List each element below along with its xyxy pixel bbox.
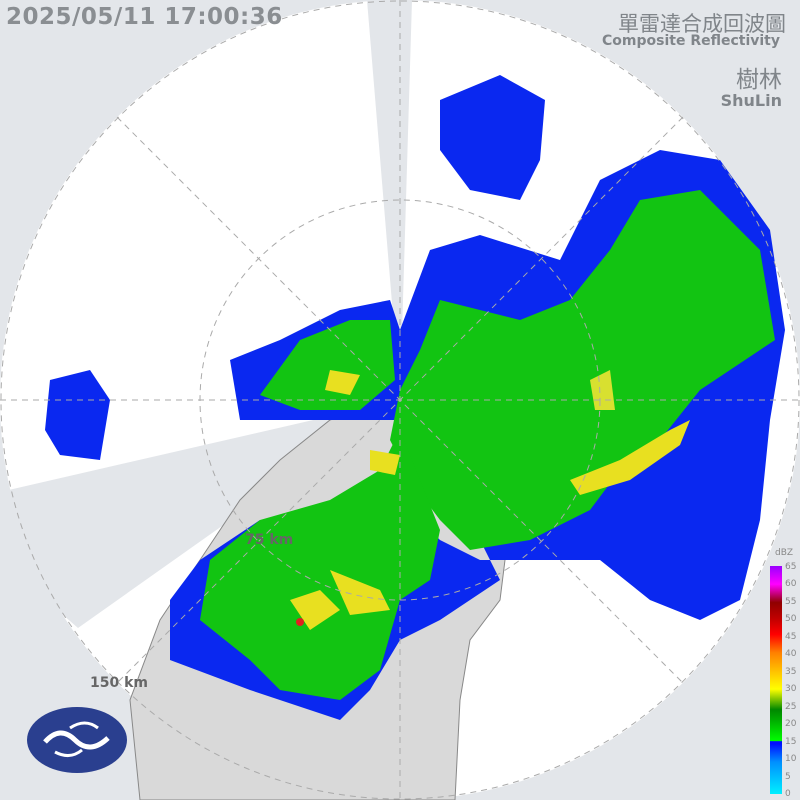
legend-tick: 65 bbox=[785, 562, 797, 572]
legend-tick: 15 bbox=[785, 737, 797, 747]
cwa-logo bbox=[27, 707, 127, 773]
legend-tick: 5 bbox=[785, 772, 791, 782]
blocked-sector-north bbox=[367, 0, 412, 400]
echo-green-southwest bbox=[200, 430, 440, 700]
ring-label-150km: 150 km bbox=[90, 675, 148, 691]
spoke-ne-sw bbox=[116, 116, 684, 684]
timestamp: 2025/05/11 17:00:36 bbox=[6, 4, 283, 30]
echo-yellow-4 bbox=[370, 450, 400, 475]
legend-tick: 60 bbox=[785, 579, 797, 589]
dbz-legend: dBZ 65 60 55 50 45 40 35 30 25 20 15 10 … bbox=[768, 548, 800, 800]
legend-tick: 50 bbox=[785, 614, 797, 624]
echo-red-core bbox=[296, 618, 304, 626]
echo-green-northwest bbox=[260, 320, 395, 410]
station-name-chinese: 樹林 bbox=[736, 67, 782, 93]
echo-yellow-1 bbox=[570, 420, 690, 495]
legend-tick: 35 bbox=[785, 667, 797, 677]
legend-color-bar bbox=[770, 566, 782, 794]
echo-yellow-5 bbox=[325, 370, 360, 395]
legend-tick: 20 bbox=[785, 719, 797, 729]
legend-tick: 40 bbox=[785, 649, 797, 659]
ring-label-75km: 75 km bbox=[245, 532, 294, 548]
legend-tick: 0 bbox=[785, 789, 791, 799]
legend-tick: 25 bbox=[785, 702, 797, 712]
echo-green-east bbox=[390, 190, 775, 550]
legend-tick: 45 bbox=[785, 632, 797, 642]
legend-unit: dBZ bbox=[775, 548, 794, 558]
title-english: Composite Reflectivity bbox=[602, 33, 780, 49]
legend-tick: 10 bbox=[785, 754, 797, 764]
echo-blue-west bbox=[45, 370, 110, 460]
station-name-english: ShuLin bbox=[720, 91, 782, 110]
echo-yellow-3 bbox=[330, 570, 390, 615]
echo-blue-north bbox=[440, 75, 545, 200]
legend-tick: 55 bbox=[785, 597, 797, 607]
title-chinese: 單雷達合成回波圖 bbox=[618, 12, 786, 36]
legend-tick: 30 bbox=[785, 684, 797, 694]
echo-yellow-2 bbox=[290, 590, 340, 630]
